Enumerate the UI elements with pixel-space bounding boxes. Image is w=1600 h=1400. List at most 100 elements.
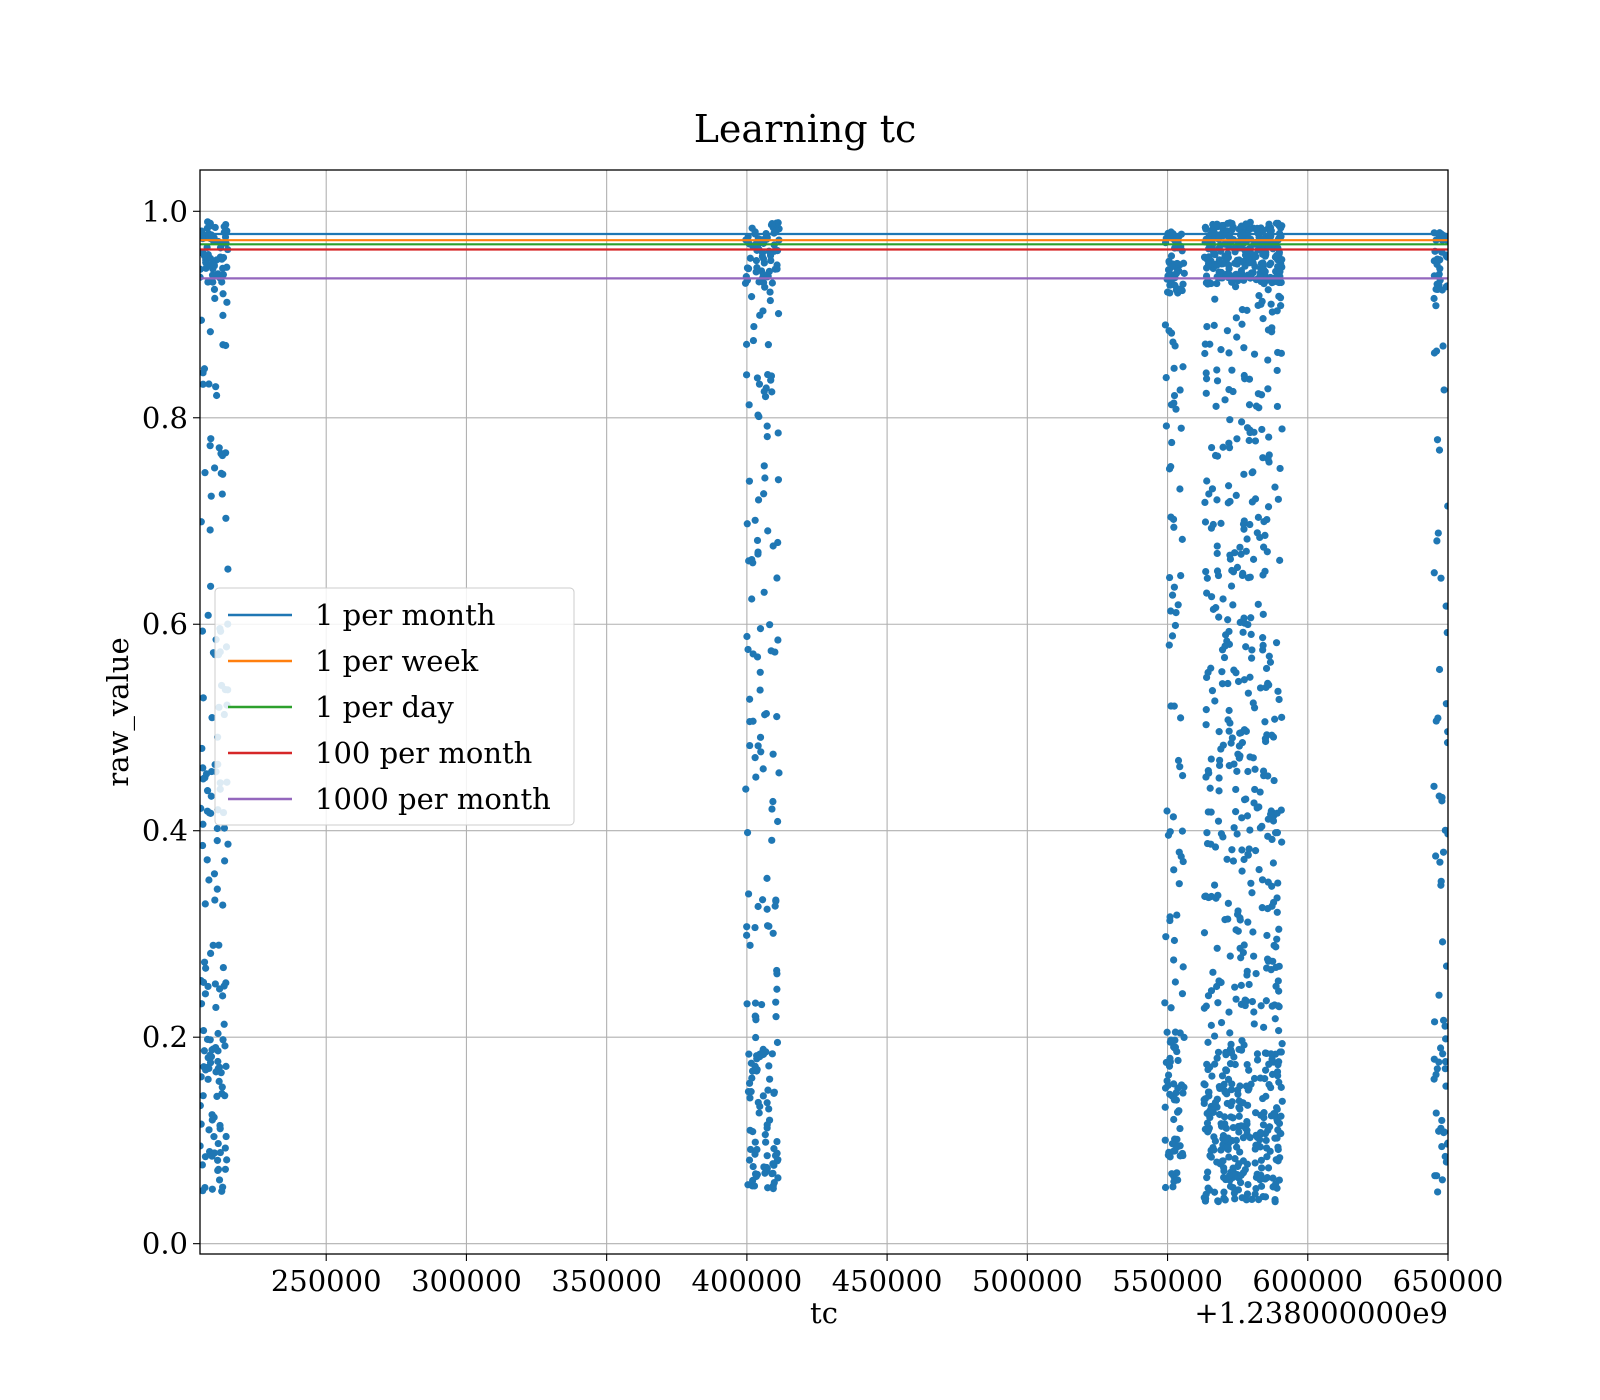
scatter-point	[760, 387, 768, 396]
scatter-point	[203, 1035, 212, 1043]
scatter-point	[1277, 806, 1285, 814]
scatter-point	[1172, 405, 1180, 413]
scatter-point	[1218, 680, 1227, 688]
scatter-point	[746, 1145, 755, 1154]
scatter-point	[1204, 1184, 1212, 1192]
scatter-point	[1244, 851, 1252, 859]
scatter-point	[1207, 1021, 1215, 1029]
scatter-point	[1232, 785, 1240, 794]
scatter-point	[772, 998, 780, 1006]
scatter-point	[764, 1086, 772, 1094]
scatter-point	[1174, 285, 1182, 293]
axis-ticks: 250000 300000 350000 400000 450000 500000 5500…	[142, 194, 1503, 1298]
scatter-point	[1271, 483, 1279, 491]
scatter-point	[1242, 795, 1250, 803]
scatter-point	[1232, 669, 1240, 677]
scatter-point	[1237, 954, 1245, 962]
scatter-point	[200, 744, 206, 753]
scatter-point	[206, 526, 214, 534]
scatter-point	[1201, 498, 1209, 506]
scatter-point	[1213, 542, 1221, 550]
scatter-point	[1438, 1142, 1446, 1151]
scatter-point	[1202, 567, 1210, 576]
scatter-point	[1435, 1127, 1443, 1135]
scatter-point	[214, 1165, 223, 1174]
x-tick-label: 650000	[1393, 1264, 1504, 1298]
scatter-point	[1174, 1142, 1182, 1151]
scatter-point	[1179, 1089, 1187, 1097]
scatter-point	[1249, 928, 1257, 936]
scatter-point	[1206, 1063, 1214, 1071]
scatter-point	[1161, 321, 1170, 329]
scatter-point	[770, 1089, 778, 1097]
scatter-point	[1248, 646, 1256, 654]
scatter-point	[1438, 1116, 1446, 1125]
scatter-point	[774, 1174, 782, 1182]
scatter-point	[752, 1033, 760, 1042]
scatter-point	[753, 1145, 761, 1154]
scatter-point	[1438, 1176, 1446, 1184]
scatter-point	[1253, 1056, 1262, 1064]
scatter-point	[1240, 941, 1248, 949]
scatter-point	[1201, 223, 1209, 231]
scatter-point	[1250, 1020, 1258, 1028]
scatter-point	[218, 278, 226, 286]
scatter-point	[218, 1187, 226, 1195]
scatter-point	[1216, 756, 1224, 764]
scatter-point	[1441, 1152, 1448, 1161]
scatter-point	[1215, 256, 1224, 264]
scatter-point	[1246, 520, 1254, 529]
scatter-point	[1441, 1058, 1448, 1066]
scatter-point	[1274, 977, 1282, 985]
scatter-point	[1168, 263, 1176, 271]
scatter-point	[1213, 496, 1221, 504]
scatter-point	[1208, 485, 1217, 493]
scatter-point	[768, 805, 776, 813]
scatter-point	[1442, 1082, 1448, 1090]
scatter-point	[1248, 889, 1256, 897]
scatter-point	[1430, 1055, 1438, 1063]
scatter-point	[200, 1101, 204, 1110]
scatter-point	[1172, 269, 1181, 277]
legend: 1 per month 1 per week 1 per day 100 per mo…	[214, 587, 575, 826]
scatter-point	[775, 769, 783, 777]
x-axis-label: tc	[810, 1296, 838, 1330]
scatter-point	[1252, 1109, 1260, 1117]
scatter-point	[1277, 1112, 1285, 1120]
scatter-point	[1167, 1036, 1175, 1044]
scatter-point	[1258, 425, 1266, 434]
scatter-point	[745, 1050, 753, 1058]
scatter-point	[773, 985, 781, 993]
scatter-point	[1440, 386, 1448, 394]
scatter-point	[1177, 572, 1185, 580]
scatter-point	[1274, 1061, 1282, 1069]
scatter-point	[1432, 852, 1440, 860]
x-tick-label: 250000	[271, 1264, 382, 1298]
scatter-point	[1432, 302, 1440, 310]
scatter-point	[1244, 1180, 1252, 1189]
scatter-point	[1444, 502, 1448, 510]
scatter-point	[1259, 767, 1268, 775]
scatter-point	[1235, 742, 1243, 750]
scatter-point	[1202, 1190, 1210, 1198]
scatter-point	[200, 1073, 205, 1081]
scatter-point	[200, 978, 208, 986]
scatter-point	[1161, 999, 1169, 1007]
scatter-point	[203, 856, 211, 864]
scatter-point	[1250, 350, 1259, 358]
scatter-point	[206, 222, 214, 230]
scatter-point	[1226, 416, 1234, 424]
scatter-point	[208, 271, 217, 279]
scatter-point	[221, 1165, 230, 1173]
scatter-point	[1210, 1146, 1218, 1154]
scatter-point	[1168, 632, 1177, 640]
scatter-point	[1275, 1027, 1283, 1035]
scatter-point	[746, 254, 754, 262]
scatter-point	[1261, 1175, 1269, 1183]
scatter-point	[1231, 1155, 1239, 1163]
scatter-point	[1204, 260, 1213, 268]
scatter-point	[1233, 1143, 1241, 1151]
scatter-point	[1161, 1183, 1170, 1192]
scatter-point	[1240, 676, 1248, 684]
